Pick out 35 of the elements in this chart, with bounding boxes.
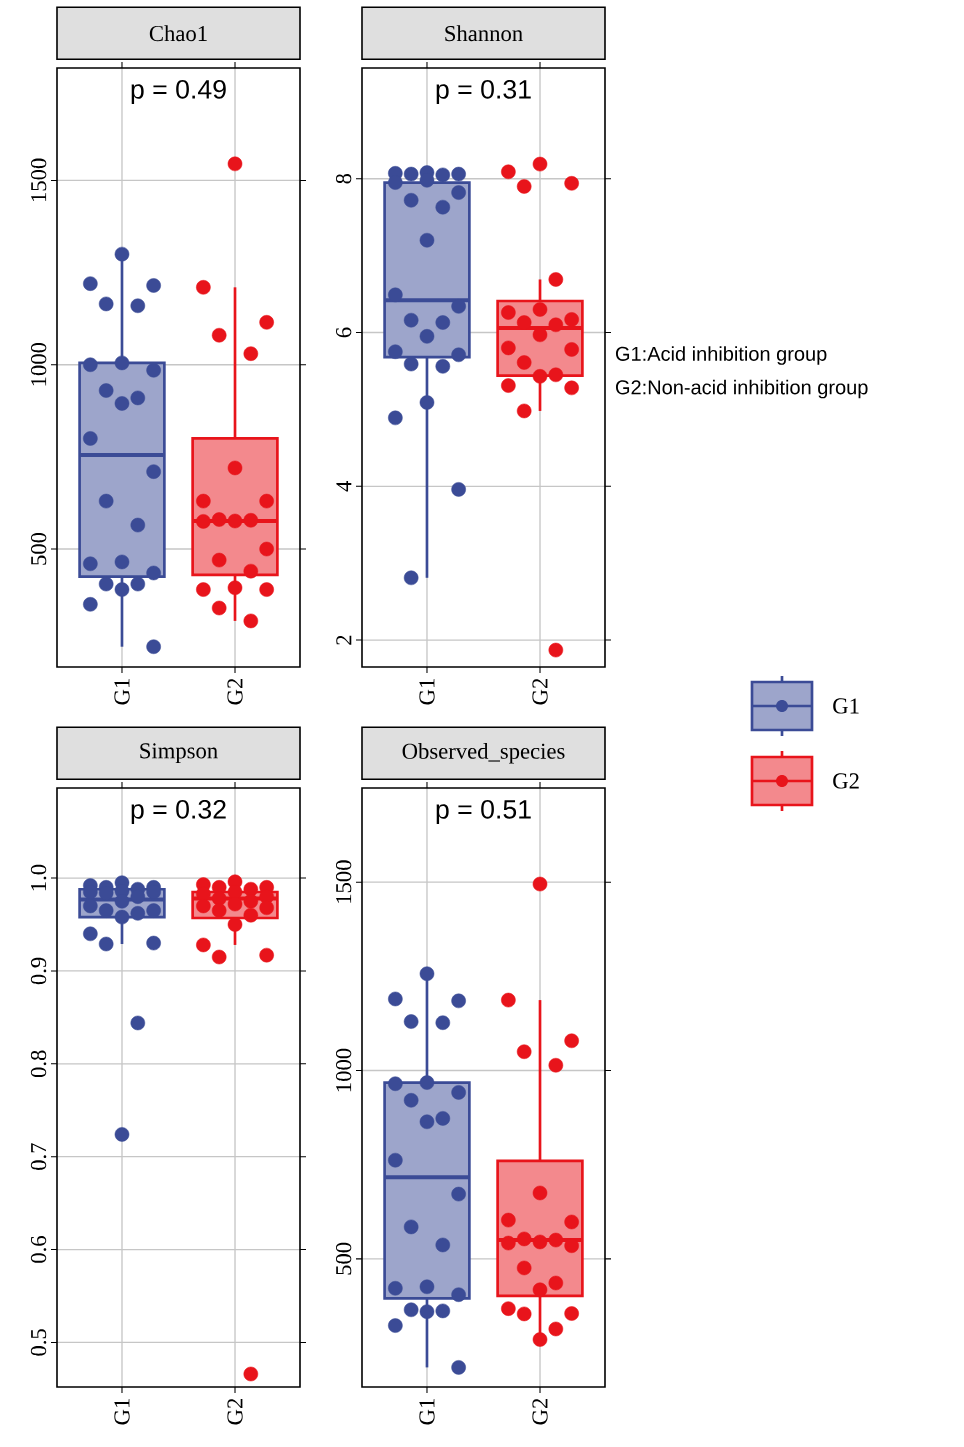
annotation: p = 0.31: [436, 79, 531, 105]
y-tick-label: 0.9: [30, 957, 47, 985]
y-tick-label: 1500: [30, 158, 47, 202]
annotation: p = 0.49: [131, 79, 226, 105]
chart-title: Chao1: [149, 25, 207, 42]
y-tick-label: 0.5: [30, 1329, 47, 1356]
y-tick-label: 2: [336, 635, 352, 645]
x-tick-label: G2: [532, 678, 548, 705]
annotation: p = 0.51: [436, 799, 531, 825]
y-tick-label: 1.0: [30, 864, 47, 891]
text: G1:Acid inhibition group: [615, 346, 827, 365]
y-tick-label: 8: [335, 173, 352, 184]
chart-title: Simpson: [140, 743, 218, 764]
y-tick-label: 500: [30, 532, 47, 565]
chart-title: Observed_species: [402, 742, 565, 764]
x-tick-label: G2: [227, 1398, 243, 1425]
y-tick-label: 4: [336, 480, 352, 492]
y-tick-label: 1500: [335, 860, 352, 903]
x-tick-label: G1: [114, 679, 130, 705]
y-tick-label: 6: [336, 327, 352, 338]
text: G2:Non-acid inhibition group: [615, 379, 868, 399]
y-tick-label: 0.6: [30, 1236, 47, 1263]
y-tick-label: 0.8: [30, 1050, 47, 1078]
y-tick-label: 1000: [30, 342, 47, 386]
y-tick-label: 1000: [335, 1048, 352, 1092]
x-tick-label: G2: [532, 1398, 548, 1425]
chart-title: Shannon: [445, 25, 523, 42]
annotation: p = 0.32: [131, 799, 226, 825]
x-tick-label: G1: [419, 679, 435, 705]
x-tick-label: G1: [419, 1399, 435, 1425]
legend-label: G2: [833, 773, 859, 789]
x-tick-label: G2: [227, 678, 243, 705]
y-tick-label: 500: [335, 1242, 352, 1275]
y-tick-label: 0.7: [30, 1143, 47, 1170]
x-tick-label: G1: [114, 1399, 130, 1425]
